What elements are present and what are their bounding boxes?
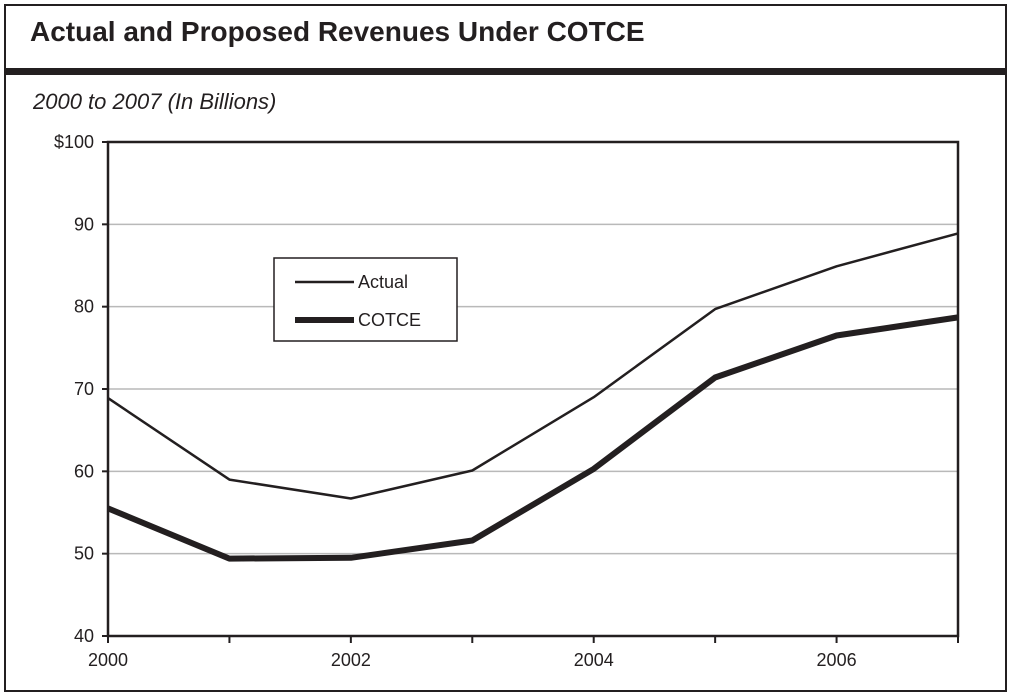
legend: Actual COTCE — [273, 257, 458, 342]
title-divider — [4, 68, 1007, 75]
axis-ticks: 40 50 60 70 80 90 $100 2000 2002 2004 2006 — [54, 132, 959, 670]
series-line-actual — [107, 232, 959, 500]
x-tick-label-2006: 2006 — [817, 650, 857, 670]
y-tick-label-80: 80 — [74, 297, 94, 317]
data-series — [106, 232, 959, 562]
chart-frame — [4, 4, 1007, 692]
x-tick-label-2002: 2002 — [331, 650, 371, 670]
legend-label-cotce: COTCE — [358, 310, 421, 330]
series-line-cotce — [106, 314, 959, 562]
y-tick-label-60: 60 — [74, 461, 94, 481]
legend-label-actual: Actual — [358, 272, 408, 292]
x-tick-label-2004: 2004 — [574, 650, 614, 670]
legend-box — [273, 257, 458, 342]
gridlines — [108, 223, 958, 555]
y-tick-label-70: 70 — [74, 379, 94, 399]
x-tick-label-2000: 2000 — [88, 650, 128, 670]
chart-subtitle: 2000 to 2007 (In Billions) — [33, 89, 277, 114]
y-tick-label-40: 40 — [74, 626, 94, 646]
y-tick-label-100: $100 — [54, 132, 94, 152]
y-tick-label-90: 90 — [74, 214, 94, 234]
chart-title: Actual and Proposed Revenues Under COTCE — [30, 16, 645, 47]
y-tick-label-50: 50 — [74, 544, 94, 564]
